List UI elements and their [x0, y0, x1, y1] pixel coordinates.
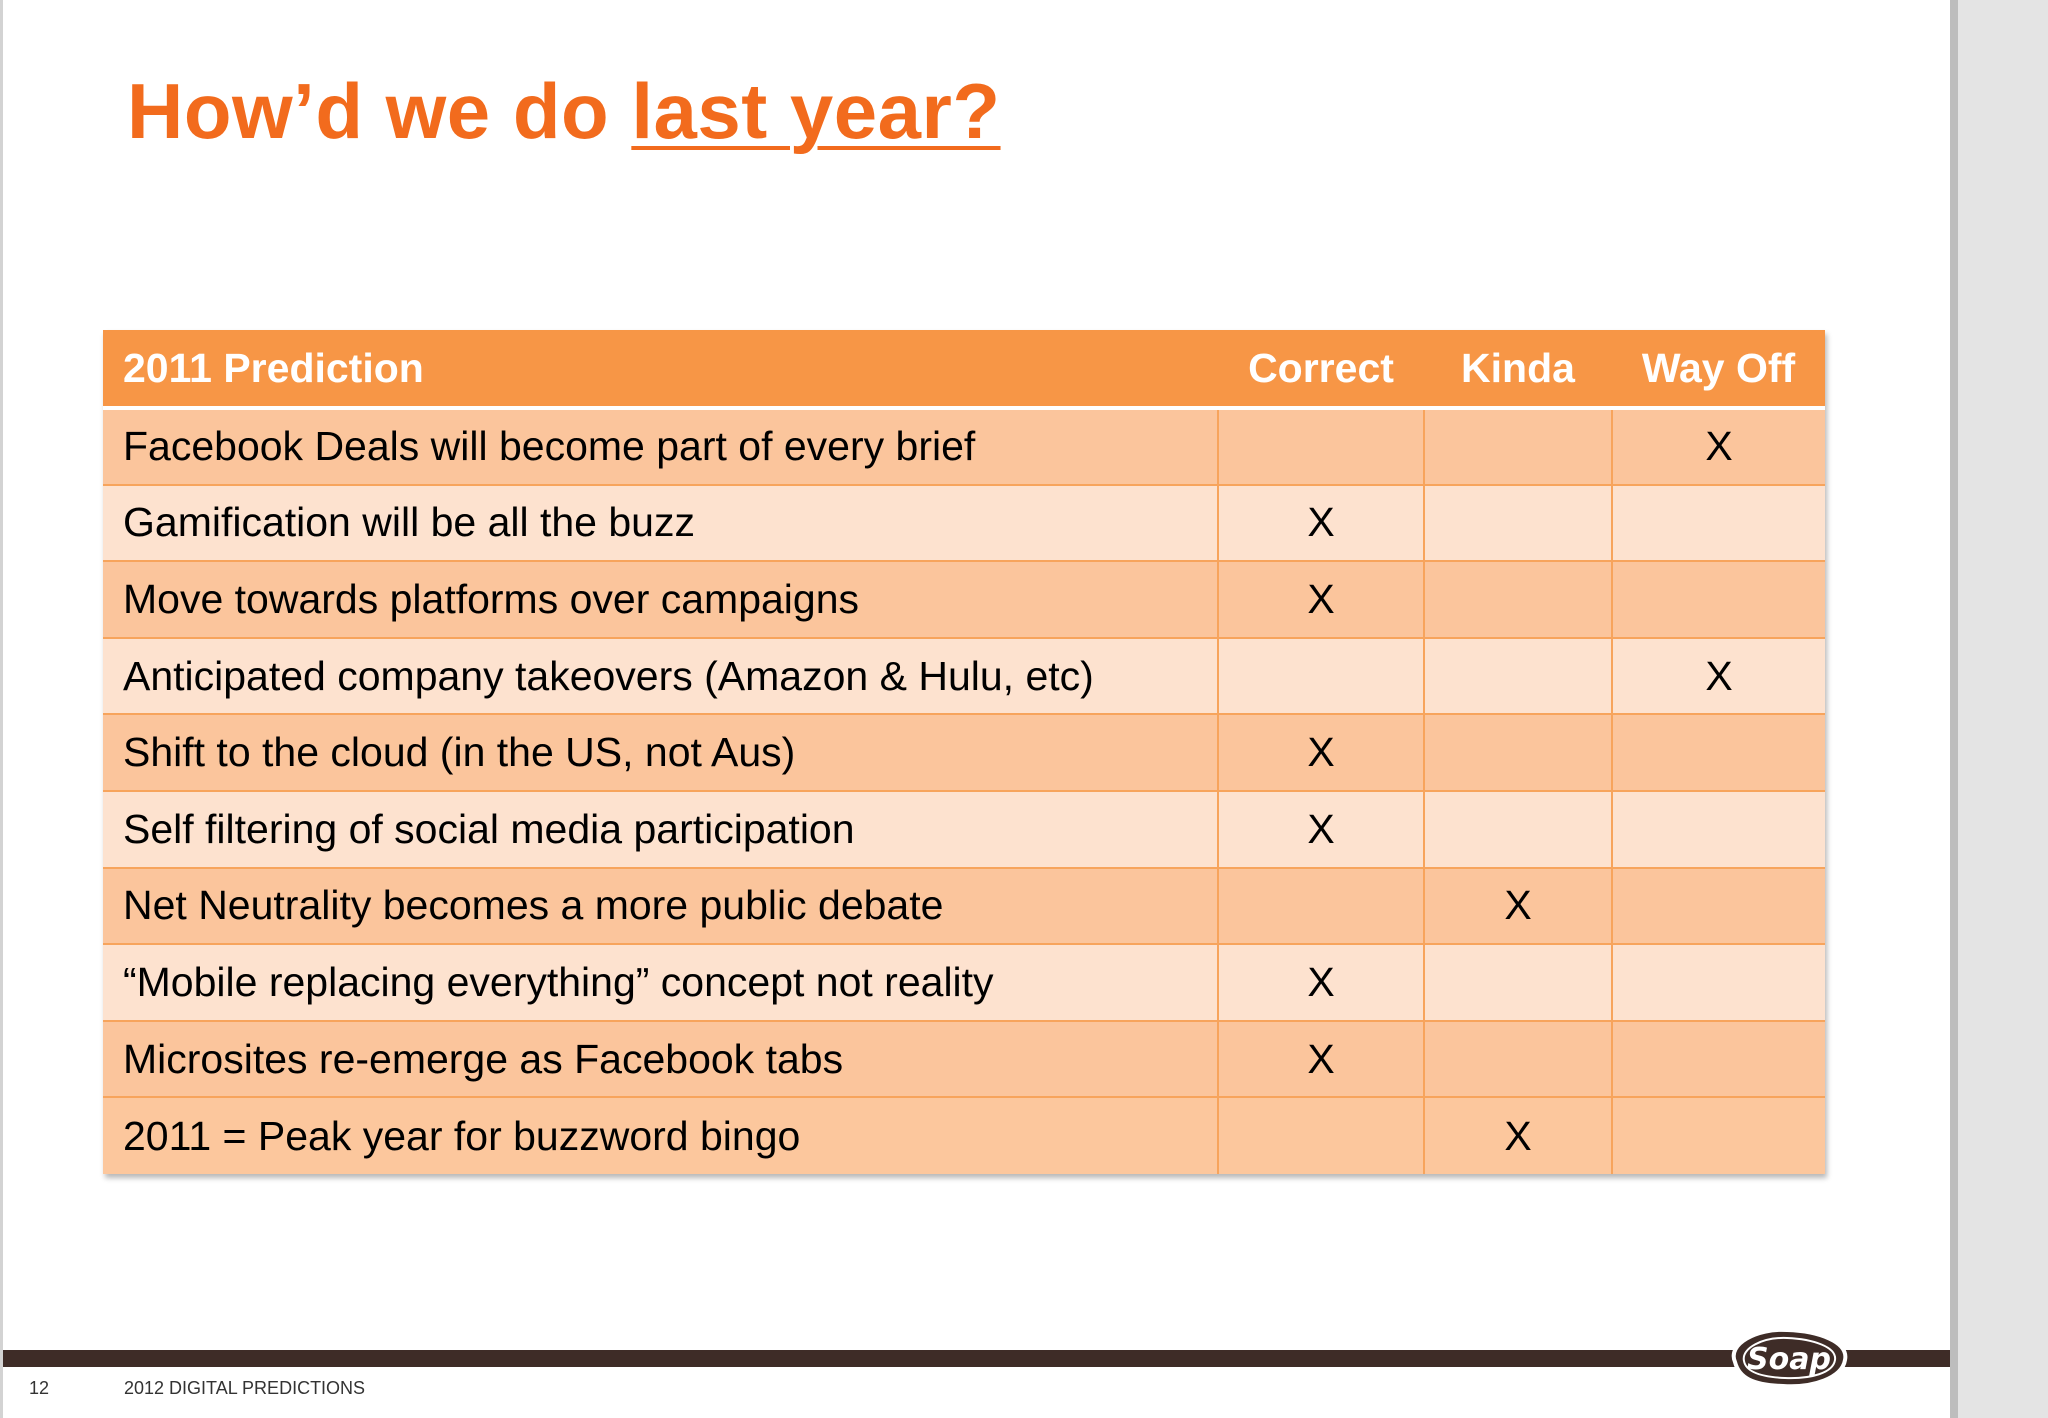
prediction-cell: Microsites re-emerge as Facebook tabs — [103, 1019, 1219, 1099]
prediction-cell: Facebook Deals will become part of every… — [103, 407, 1219, 486]
page-number: 12 — [29, 1378, 50, 1398]
header-prediction: 2011 Prediction — [103, 330, 1218, 410]
correct-cell: X — [1217, 560, 1425, 639]
prediction-cell: Net Neutrality becomes a more public deb… — [103, 866, 1219, 946]
prediction-cell: Self filtering of social media participa… — [103, 789, 1219, 869]
kinda-cell: X — [1423, 866, 1613, 946]
viewer-left-edge — [0, 0, 3, 1418]
correct-cell — [1217, 1096, 1425, 1174]
logo-text: Soap — [1747, 1342, 1831, 1377]
header-way-off: Way Off — [1612, 330, 1825, 410]
slide-title-emphasis: last year? — [631, 67, 1001, 155]
way-off-cell — [1611, 483, 1825, 563]
table-row: “Mobile replacing everything” concept no… — [103, 943, 1825, 1022]
kinda-cell — [1423, 636, 1613, 716]
way-off-cell: X — [1611, 636, 1825, 716]
prediction-cell: 2011 = Peak year for buzzword bingo — [103, 1096, 1219, 1174]
soap-logo-icon: Soap — [1731, 1327, 1848, 1389]
header-correct: Correct — [1218, 330, 1424, 410]
way-off-cell — [1611, 866, 1825, 946]
table-row: Anticipated company takeovers (Amazon & … — [103, 636, 1825, 716]
header-kinda: Kinda — [1424, 330, 1612, 410]
viewer-scroll-edge — [1950, 0, 1958, 1418]
way-off-cell — [1611, 713, 1825, 792]
viewer-gutter — [1958, 0, 2048, 1418]
slide: How’d we do last year? 2011 Prediction C… — [3, 0, 1950, 1418]
way-off-cell: X — [1611, 407, 1825, 486]
kinda-cell — [1423, 1019, 1613, 1099]
prediction-cell: Gamification will be all the buzz — [103, 483, 1219, 563]
kinda-cell: X — [1423, 1096, 1613, 1174]
correct-cell — [1217, 866, 1425, 946]
way-off-cell — [1611, 789, 1825, 869]
table-row: Facebook Deals will become part of every… — [103, 407, 1825, 486]
table-row: Shift to the cloud (in the US, not Aus) … — [103, 713, 1825, 792]
table-row: Move towards platforms over campaigns X — [103, 560, 1825, 639]
footer-title: 2012 DIGITAL PREDICTIONS — [124, 1378, 366, 1398]
table-row: 2011 = Peak year for buzzword bingo X — [103, 1096, 1825, 1174]
table-row: Self filtering of social media participa… — [103, 789, 1825, 869]
correct-cell — [1217, 407, 1425, 486]
kinda-cell — [1423, 789, 1613, 869]
table-row: Net Neutrality becomes a more public deb… — [103, 866, 1825, 946]
correct-cell: X — [1217, 483, 1425, 563]
prediction-cell: Anticipated company takeovers (Amazon & … — [103, 636, 1219, 716]
prediction-cell: “Mobile replacing everything” concept no… — [103, 943, 1219, 1022]
predictions-table-container: 2011 Prediction Correct Kinda Way Off Fa… — [103, 330, 1825, 1174]
kinda-cell — [1423, 483, 1613, 563]
way-off-cell — [1611, 943, 1825, 1022]
table-header-row: 2011 Prediction Correct Kinda Way Off — [103, 330, 1825, 410]
prediction-cell: Move towards platforms over campaigns — [103, 560, 1219, 639]
way-off-cell — [1611, 560, 1825, 639]
way-off-cell — [1611, 1019, 1825, 1099]
correct-cell: X — [1217, 713, 1425, 792]
kinda-cell — [1423, 713, 1613, 792]
correct-cell — [1217, 636, 1425, 716]
prediction-cell: Shift to the cloud (in the US, not Aus) — [103, 713, 1219, 792]
kinda-cell — [1423, 407, 1613, 486]
kinda-cell — [1423, 560, 1613, 639]
kinda-cell — [1423, 943, 1613, 1022]
way-off-cell — [1611, 1096, 1825, 1174]
correct-cell: X — [1217, 943, 1425, 1022]
table-row: Gamification will be all the buzz X — [103, 483, 1825, 563]
correct-cell: X — [1217, 1019, 1425, 1099]
slide-title-prefix: How’d we do — [127, 67, 632, 155]
slide-title: How’d we do last year? — [127, 66, 1001, 157]
predictions-table: 2011 Prediction Correct Kinda Way Off Fa… — [103, 330, 1825, 1174]
footer-bar — [3, 1350, 1950, 1367]
correct-cell: X — [1217, 789, 1425, 869]
table-row: Microsites re-emerge as Facebook tabs X — [103, 1019, 1825, 1099]
